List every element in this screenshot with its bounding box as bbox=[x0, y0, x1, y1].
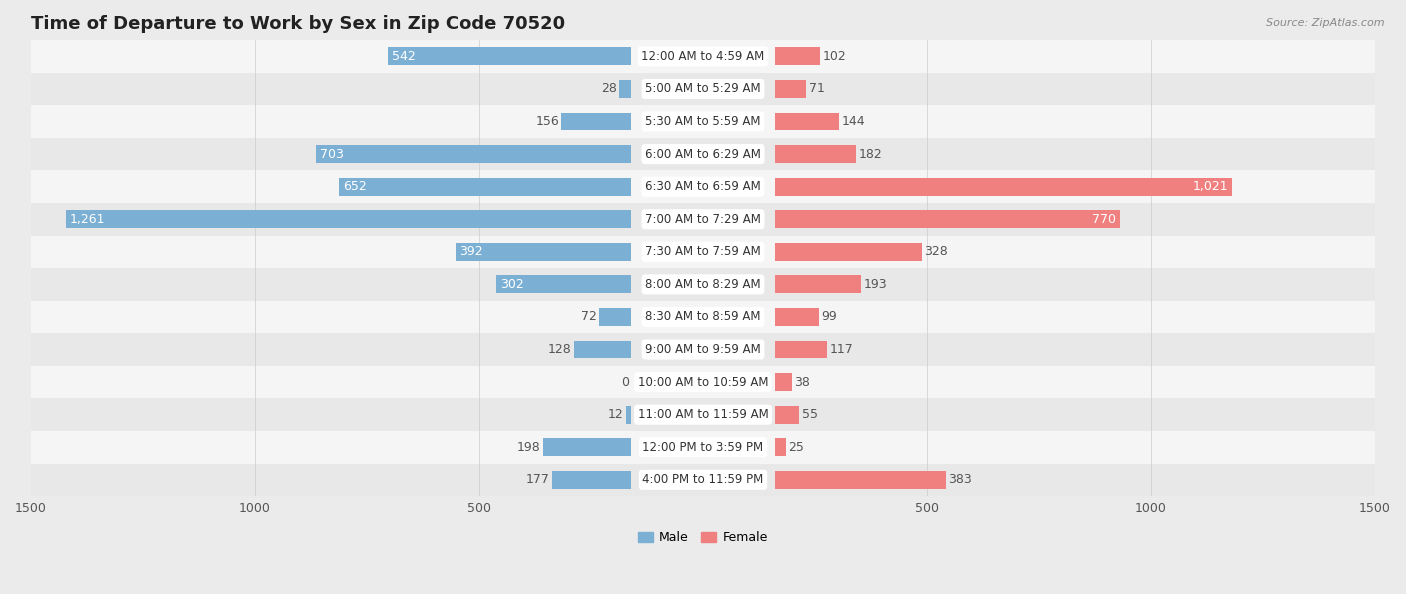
Text: 5:00 AM to 5:29 AM: 5:00 AM to 5:29 AM bbox=[645, 83, 761, 96]
Text: 10:00 AM to 10:59 AM: 10:00 AM to 10:59 AM bbox=[638, 375, 768, 388]
Bar bbox=[31, 366, 1375, 399]
Bar bbox=[775, 178, 1232, 195]
Bar bbox=[31, 399, 1375, 431]
Text: Time of Departure to Work by Sex in Zip Code 70520: Time of Departure to Work by Sex in Zip … bbox=[31, 15, 565, 33]
Text: 71: 71 bbox=[808, 83, 824, 96]
Bar bbox=[775, 373, 792, 391]
Text: 5:30 AM to 5:59 AM: 5:30 AM to 5:59 AM bbox=[645, 115, 761, 128]
Text: 198: 198 bbox=[516, 441, 540, 454]
Text: 383: 383 bbox=[949, 473, 973, 486]
Text: 28: 28 bbox=[600, 83, 616, 96]
Text: 11:00 AM to 11:59 AM: 11:00 AM to 11:59 AM bbox=[638, 408, 768, 421]
Bar bbox=[316, 145, 631, 163]
Bar bbox=[31, 203, 1375, 236]
Bar bbox=[31, 333, 1375, 366]
Text: 182: 182 bbox=[859, 147, 882, 160]
Bar bbox=[31, 40, 1375, 72]
Text: 72: 72 bbox=[581, 311, 596, 324]
Text: 703: 703 bbox=[321, 147, 344, 160]
Bar bbox=[31, 105, 1375, 138]
Bar bbox=[339, 178, 631, 195]
Bar bbox=[775, 438, 786, 456]
Bar bbox=[496, 276, 631, 293]
Text: 6:00 AM to 6:29 AM: 6:00 AM to 6:29 AM bbox=[645, 147, 761, 160]
Text: 7:30 AM to 7:59 AM: 7:30 AM to 7:59 AM bbox=[645, 245, 761, 258]
Text: 38: 38 bbox=[794, 375, 810, 388]
Text: 144: 144 bbox=[841, 115, 865, 128]
Bar bbox=[31, 72, 1375, 105]
Bar bbox=[775, 276, 860, 293]
Bar bbox=[31, 431, 1375, 463]
Text: Source: ZipAtlas.com: Source: ZipAtlas.com bbox=[1267, 18, 1385, 28]
Text: 1,021: 1,021 bbox=[1192, 180, 1229, 193]
Bar bbox=[561, 113, 631, 131]
Text: 8:30 AM to 8:59 AM: 8:30 AM to 8:59 AM bbox=[645, 311, 761, 324]
Text: 102: 102 bbox=[823, 50, 846, 63]
Bar bbox=[775, 340, 827, 359]
Legend: Male, Female: Male, Female bbox=[633, 526, 773, 549]
Text: 6:30 AM to 6:59 AM: 6:30 AM to 6:59 AM bbox=[645, 180, 761, 193]
Text: 12:00 PM to 3:59 PM: 12:00 PM to 3:59 PM bbox=[643, 441, 763, 454]
Bar bbox=[66, 210, 631, 228]
Text: 55: 55 bbox=[801, 408, 817, 421]
Text: 12:00 AM to 4:59 AM: 12:00 AM to 4:59 AM bbox=[641, 50, 765, 63]
Bar bbox=[775, 48, 820, 65]
Bar bbox=[599, 308, 631, 326]
Text: 99: 99 bbox=[821, 311, 837, 324]
Text: 770: 770 bbox=[1092, 213, 1116, 226]
Text: 302: 302 bbox=[499, 278, 523, 291]
Bar bbox=[456, 243, 631, 261]
Bar bbox=[775, 113, 839, 131]
Bar bbox=[31, 170, 1375, 203]
Bar bbox=[388, 48, 631, 65]
Bar bbox=[619, 80, 631, 98]
Text: 25: 25 bbox=[789, 441, 804, 454]
Text: 8:00 AM to 8:29 AM: 8:00 AM to 8:29 AM bbox=[645, 278, 761, 291]
Bar bbox=[775, 308, 820, 326]
Bar bbox=[31, 138, 1375, 170]
Text: 12: 12 bbox=[607, 408, 624, 421]
Text: 328: 328 bbox=[924, 245, 948, 258]
Text: 177: 177 bbox=[526, 473, 550, 486]
Text: 542: 542 bbox=[392, 50, 416, 63]
Bar bbox=[626, 406, 631, 424]
Bar bbox=[31, 301, 1375, 333]
Text: 1,261: 1,261 bbox=[70, 213, 105, 226]
Text: 392: 392 bbox=[460, 245, 482, 258]
Bar bbox=[775, 210, 1119, 228]
Text: 0: 0 bbox=[621, 375, 628, 388]
Bar bbox=[543, 438, 631, 456]
Bar bbox=[775, 80, 807, 98]
Bar bbox=[31, 463, 1375, 496]
Bar bbox=[775, 145, 856, 163]
Text: 7:00 AM to 7:29 AM: 7:00 AM to 7:29 AM bbox=[645, 213, 761, 226]
Bar bbox=[775, 406, 800, 424]
Text: 9:00 AM to 9:59 AM: 9:00 AM to 9:59 AM bbox=[645, 343, 761, 356]
Bar bbox=[775, 471, 946, 489]
Bar bbox=[31, 268, 1375, 301]
Bar bbox=[553, 471, 631, 489]
Text: 117: 117 bbox=[830, 343, 853, 356]
Bar bbox=[31, 236, 1375, 268]
Bar bbox=[775, 243, 922, 261]
Text: 652: 652 bbox=[343, 180, 367, 193]
Bar bbox=[574, 340, 631, 359]
Text: 156: 156 bbox=[536, 115, 560, 128]
Text: 193: 193 bbox=[863, 278, 887, 291]
Text: 4:00 PM to 11:59 PM: 4:00 PM to 11:59 PM bbox=[643, 473, 763, 486]
Text: 128: 128 bbox=[548, 343, 572, 356]
